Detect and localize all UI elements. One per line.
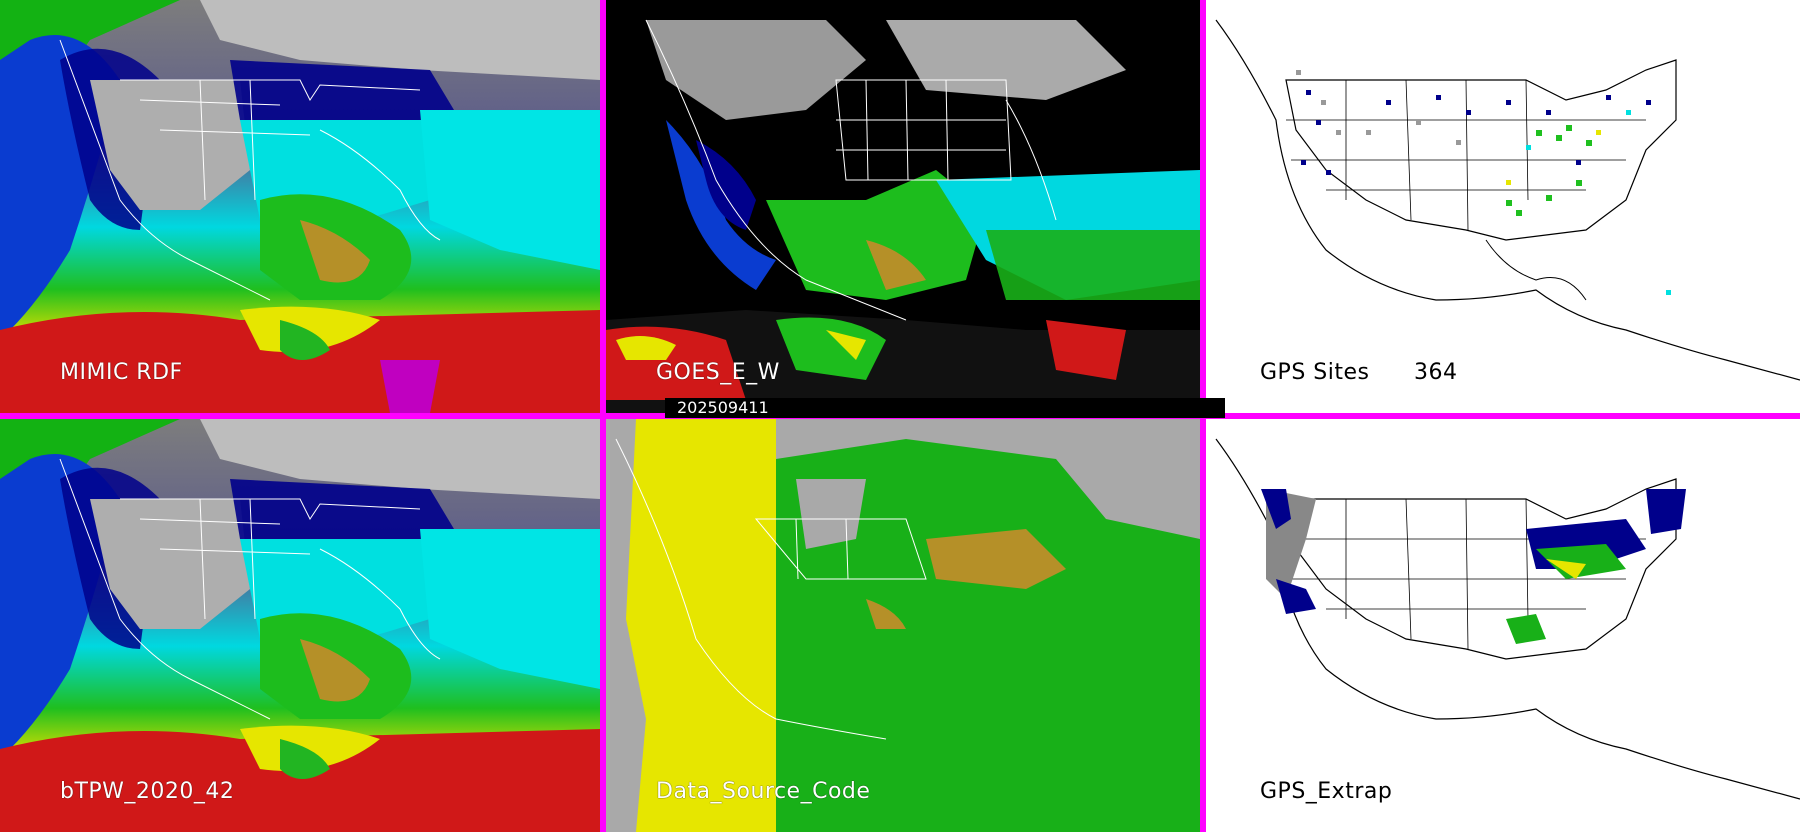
- mimic-rdf-map: [0, 0, 600, 413]
- gps-sites-map: [1206, 0, 1800, 413]
- data-source-map: [606, 419, 1200, 832]
- map-panel-mimic-rdf: MIMIC RDF: [0, 0, 600, 413]
- timestamp-bar: 202509411: [665, 398, 1225, 418]
- map-panel-gps-extrap: GPS_Extrap: [1206, 419, 1800, 832]
- panel-label: GPS Sites: [1260, 360, 1370, 385]
- btpw-map: [0, 419, 600, 832]
- panel-label: GOES_E_W: [656, 360, 780, 385]
- map-panel-gps-sites: GPS Sites 364: [1206, 0, 1800, 413]
- map-panel-goes-e-w: GOES_E_W: [606, 0, 1200, 413]
- panel-label: GPS_Extrap: [1260, 779, 1393, 804]
- goes-map: [606, 0, 1200, 413]
- panel-label: Data_Source_Code: [656, 779, 871, 804]
- map-panel-data-source-code: Data_Source_Code: [606, 419, 1200, 832]
- gps-extrap-map: [1206, 419, 1800, 832]
- panel-label: bTPW_2020_42: [60, 779, 235, 804]
- site-count: 364: [1414, 360, 1458, 385]
- map-panel-btpw: bTPW_2020_42: [0, 419, 600, 832]
- panel-label: MIMIC RDF: [60, 360, 183, 385]
